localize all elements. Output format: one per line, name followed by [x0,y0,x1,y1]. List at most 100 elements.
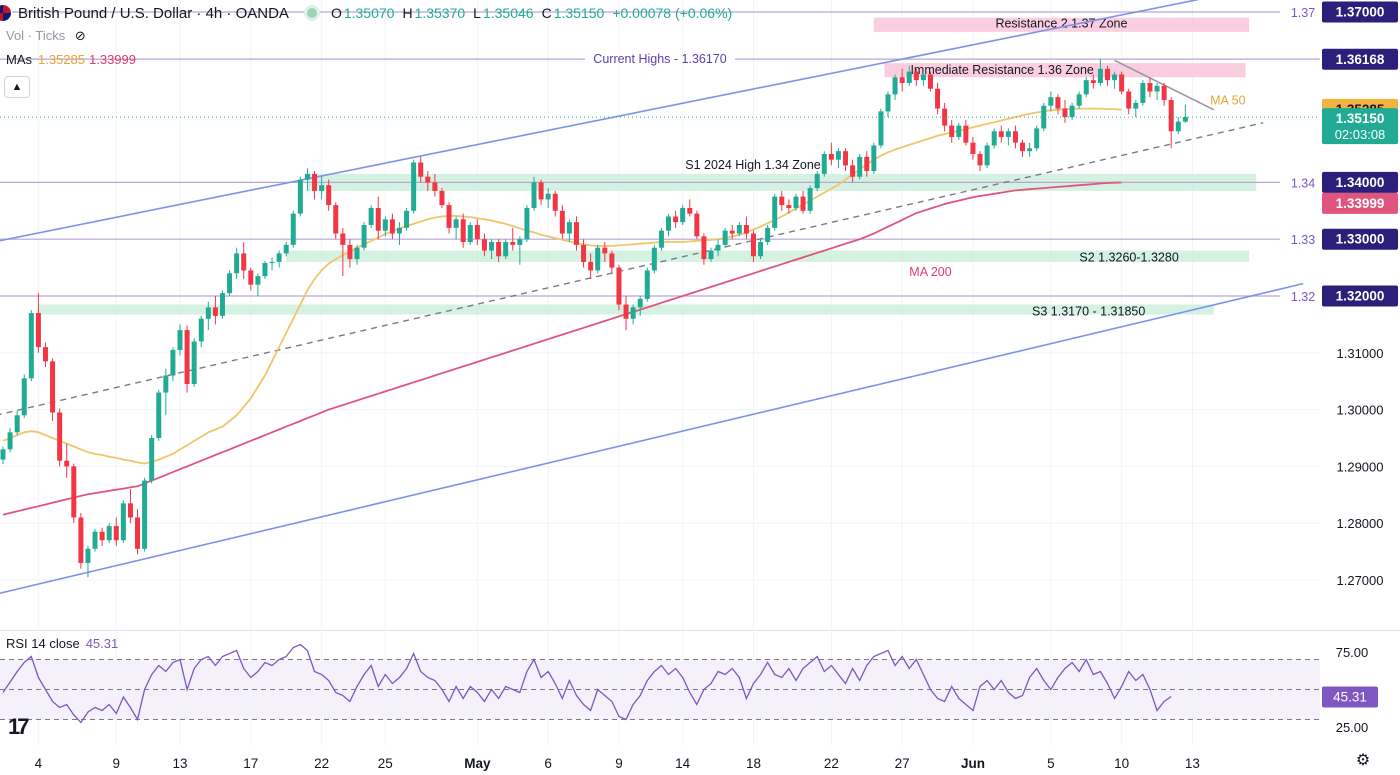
candle-body [42,347,48,362]
candle-body [651,247,657,271]
y-axis-tick: 1.27000 [1337,573,1384,588]
ma200-legend-value: 1.33999 [89,52,136,67]
candle-body [120,503,126,541]
current-highs-label: Current Highs - 1.36170 [593,52,726,66]
x-axis-tick: 18 [746,756,761,771]
zone-pink [873,17,1250,32]
open-value: 1.35070 [343,5,395,21]
tradingview-logo-icon[interactable]: 17 [8,714,30,739]
rsi-legend[interactable]: RSI 14 close 45.31 [6,636,118,651]
level-label: 1.33 [1291,233,1315,247]
price-tag-label: 1.37000 [1336,5,1385,20]
price-tag-label: 1.34000 [1336,175,1385,190]
x-axis-tick: 4 [35,756,43,771]
candle-body [0,449,6,460]
candle-body [1083,80,1089,95]
candle-body [481,239,487,251]
candle-body [658,230,664,248]
symbol-title[interactable]: British Pound / U.S. Dollar · 4h · OANDA [18,4,289,22]
candle-body [368,207,374,225]
price-tag-label: 1.35150 [1336,111,1385,126]
price-tag-label: 1.36168 [1336,52,1385,67]
candle-body [340,233,346,245]
candle-body [35,313,41,348]
close-label: C [541,5,552,21]
candle-body [255,276,261,285]
settings-gear-icon[interactable]: ⚙ [1355,752,1371,769]
moving-averages-legend[interactable]: MAs 1.35285 1.33999 [6,52,136,67]
candle-body [135,517,141,549]
candle-body [1005,131,1011,137]
candle-body [290,213,296,245]
candle-body [786,205,792,208]
candle-body [127,503,133,518]
candle-body [474,225,480,240]
candle-body [446,205,452,228]
hide-eye-icon[interactable]: ⊘ [74,28,86,43]
candle-body [573,222,579,245]
candle-body [736,225,742,234]
candle-body [149,438,155,481]
candle-body [503,242,509,257]
open-label: O [330,5,342,21]
candle-body [1126,91,1132,109]
price-tag [1322,1,1398,23]
candle-body [1069,105,1075,118]
x-axis-tick: Jun [961,756,985,771]
candle-body [85,548,91,563]
candle-body [411,162,417,211]
channel-line [0,0,1200,242]
high-value: 1.35370 [414,5,466,21]
candle-body [1147,83,1153,92]
candle-body [807,188,813,211]
candle-body [602,247,608,254]
candle-body [467,225,473,243]
candle-body [326,185,332,206]
price-tag [1322,108,1398,145]
candle-body [1062,108,1068,118]
candle-body [241,253,247,271]
candle-body [899,77,905,83]
price-tag [1322,48,1398,70]
candle-body [864,156,870,172]
candle-body [545,193,551,200]
candle-body [212,307,218,316]
candle-body [524,207,530,240]
price-tag [1322,171,1398,193]
candle-body [793,196,799,208]
zone-label: Resistance 2 1.37 Zone [995,17,1127,31]
candle-body [616,267,622,305]
candle-body [1034,128,1040,149]
candle-body [949,125,955,137]
candle-body [630,307,636,319]
candle-body [850,165,856,177]
candle-body [234,253,240,274]
candle-body [1140,83,1146,103]
x-axis-tick: 27 [895,756,910,771]
candle-body [219,293,225,316]
candle-body [538,182,544,200]
candle-body [156,392,162,438]
y-axis-tick: 1.29000 [1337,459,1384,474]
price-tag-label: 1.32000 [1336,289,1385,304]
candle-body [389,219,395,234]
channel-line [0,282,1304,595]
candle-body [184,330,190,385]
zone-label: S1 2024 High 1.34 Zone [685,158,821,172]
level-label: 1.32 [1291,290,1315,304]
candle-body [361,225,367,248]
volume-indicator-label[interactable]: Vol · Ticks ⊘ [6,28,86,44]
ma50-line [2,107,1122,465]
candle-body [935,88,941,109]
candle-body [453,219,459,228]
x-axis-tick: 22 [314,756,329,771]
candle-body [517,239,523,245]
collapse-legend-button[interactable]: ▲ [4,76,30,98]
x-axis-tick: 17 [243,756,258,771]
x-axis-tick: 25 [378,756,393,771]
close-value: 1.35150 [553,5,605,21]
rsi-price-tag [1322,686,1378,708]
candle-body [1012,131,1018,143]
rsi-line [2,643,1172,724]
